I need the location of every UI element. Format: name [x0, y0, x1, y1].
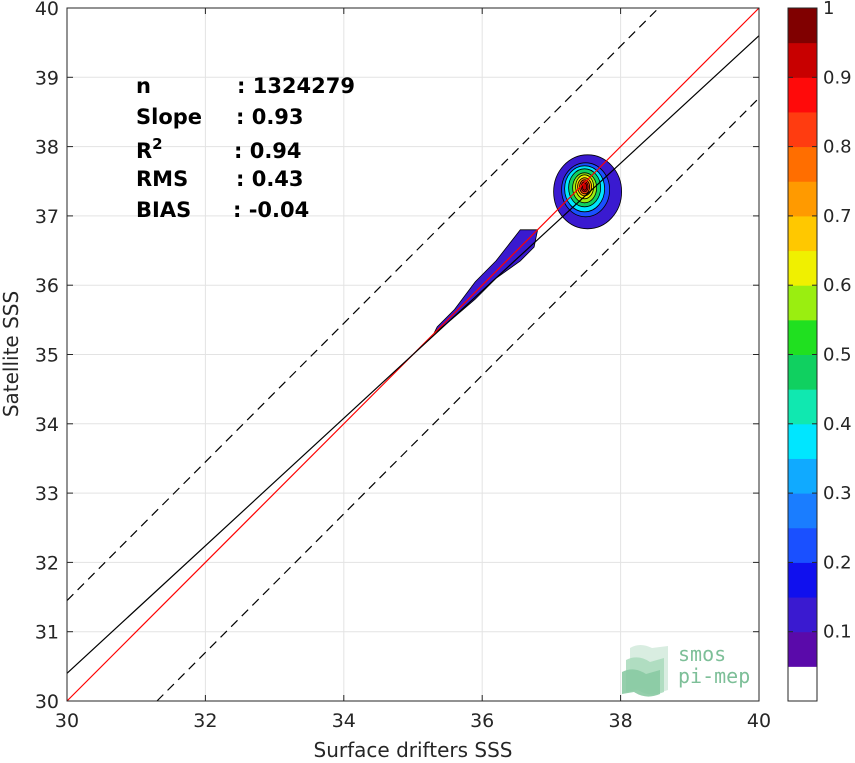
stat-superscript: 2 — [152, 135, 162, 153]
x-axis-label: Surface drifters SSS — [314, 738, 513, 762]
stat-name: n — [136, 74, 151, 98]
smos-pimep-logo: smos pi-mep — [622, 642, 750, 697]
colorbar-segment — [788, 597, 817, 633]
colorbar-segment — [788, 215, 817, 252]
x-tick-label: 34 — [332, 710, 356, 732]
stat-name: RMS — [136, 167, 188, 191]
colorbar-segment — [788, 458, 817, 494]
colorbar-segment — [788, 250, 817, 286]
logo-line1: smos — [678, 642, 726, 666]
stat-name: Slope — [136, 105, 202, 129]
y-tick-label: 38 — [35, 137, 59, 159]
stat-name: BIAS — [136, 198, 191, 222]
colorbar-tick-label: 0.2 — [823, 552, 852, 573]
colorbar-segment — [788, 562, 817, 598]
colorbar-segment — [788, 666, 817, 702]
colorbar-segment — [788, 389, 817, 425]
colorbar-segment — [788, 493, 817, 529]
colorbar-segment — [788, 181, 817, 217]
stats-box: n : 1324279 Slope : 0.93 R2 : 0.94 RMS : 0.43 BI… — [136, 74, 355, 222]
density-contours — [433, 154, 623, 335]
reference-lines — [66, 7, 760, 702]
x-tick-label: 38 — [609, 710, 633, 732]
y-tick-label: 34 — [35, 414, 59, 436]
stat-value: : -0.04 — [233, 198, 309, 222]
y-tick-label: 35 — [35, 345, 59, 367]
colorbar-segment — [788, 527, 817, 563]
colorbar-tick-label: 0.5 — [823, 345, 852, 366]
colorbar-segment — [788, 631, 817, 667]
colorbar-segment — [788, 354, 817, 390]
colorbar-tick-label: 0.4 — [823, 414, 852, 435]
y-tick-label: 36 — [35, 275, 59, 297]
y-tick-labels: 30 31 32 33 34 35 36 37 38 39 40 — [35, 0, 59, 713]
logo-waves-icon — [622, 645, 668, 697]
y-tick-label: 40 — [35, 0, 59, 20]
colorbar-segment — [788, 146, 817, 182]
colorbar-segment — [788, 77, 817, 113]
colorbar-segment — [788, 285, 817, 321]
upper-bound-line — [66, 7, 660, 601]
stat-name: R2 — [136, 135, 163, 163]
colorbar-segment — [788, 42, 817, 78]
x-tick-label: 40 — [747, 710, 771, 732]
plot-frame — [66, 7, 760, 702]
x-tick-label: 30 — [55, 710, 79, 732]
colorbar-tick-label: 0.7 — [823, 206, 852, 227]
colorbar-segment — [788, 423, 817, 459]
y-tick-label: 39 — [35, 67, 59, 89]
stat-value: : 0.43 — [236, 167, 304, 191]
colorbar-tick-label: 0.1 — [823, 622, 852, 643]
colorbar-tick-label: 0.3 — [823, 483, 852, 504]
colorbar-segment — [788, 111, 817, 148]
y-tick-label: 31 — [35, 622, 59, 644]
colorbar-tick-label: 0.8 — [823, 137, 852, 158]
stat-value: : 1324279 — [237, 74, 355, 98]
lower-bound-line — [156, 97, 760, 702]
stat-value: : 0.94 — [234, 139, 302, 163]
regression-line — [66, 35, 760, 674]
logo-line2: pi-mep — [678, 664, 750, 688]
x-tick-label: 32 — [193, 710, 217, 732]
stat-value: : 0.93 — [236, 105, 304, 129]
colorbar-segment — [788, 319, 817, 355]
y-tick-label: 33 — [35, 483, 59, 505]
colorbar-tick-label: 1 — [823, 0, 834, 19]
x-tick-labels: 30 32 34 36 38 40 — [55, 710, 771, 732]
colorbar-tick-label: 0.9 — [823, 67, 852, 88]
y-tick-label: 32 — [35, 552, 59, 574]
y-tick-label: 37 — [35, 206, 59, 228]
colorbar: 0.1 0.2 0.3 0.4 0.5 0.6 0.7 0.8 0.9 1 — [787, 0, 852, 702]
colorbar-tick-label: 0.6 — [823, 275, 852, 296]
y-axis-label: Satellite SSS — [0, 291, 23, 417]
colorbar-segment — [788, 8, 817, 44]
y-tick-label: 30 — [35, 691, 59, 713]
x-tick-label: 36 — [470, 710, 494, 732]
